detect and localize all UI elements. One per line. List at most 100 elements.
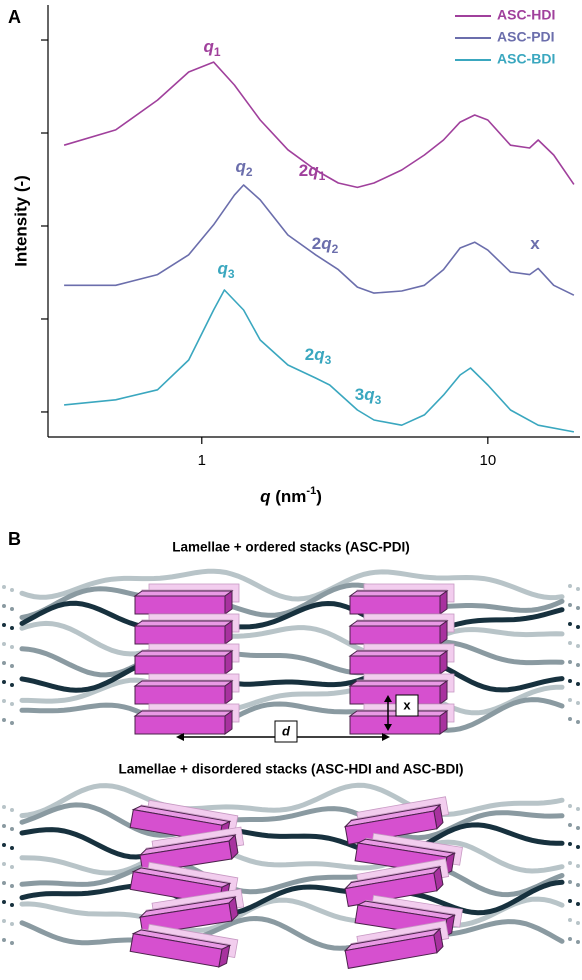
peak-index: 1 bbox=[214, 45, 221, 59]
legend-label: ASC-PDI bbox=[497, 29, 555, 45]
box-front bbox=[349, 715, 441, 735]
box-front bbox=[129, 933, 223, 968]
hard-segment bbox=[129, 861, 239, 906]
box-front bbox=[349, 625, 441, 645]
x-label-symbol: q bbox=[260, 487, 271, 506]
polymer-chain bbox=[19, 782, 565, 819]
box-top bbox=[348, 650, 449, 657]
chain-end bbox=[10, 903, 14, 907]
chain-end bbox=[576, 940, 580, 944]
structure-title: Lamellae + ordered stacks (ASC-PDI) bbox=[172, 540, 409, 555]
x-axis-label: q (nm-1) bbox=[260, 485, 322, 507]
chain-end bbox=[2, 680, 6, 684]
hard-segment bbox=[138, 826, 245, 874]
chain-end bbox=[10, 827, 14, 831]
peak-coef: 3 bbox=[355, 385, 364, 404]
chain-end bbox=[576, 826, 580, 830]
legend-label: ASC-HDI bbox=[497, 7, 555, 23]
chain-end bbox=[576, 701, 580, 705]
peak-symbol: q bbox=[314, 345, 325, 364]
chain-end bbox=[2, 699, 6, 703]
peak-index: 2 bbox=[332, 242, 339, 256]
chain-end bbox=[2, 585, 6, 589]
peak-label: q3 bbox=[217, 259, 234, 281]
x-label-exponent: -1 bbox=[306, 485, 316, 497]
chain-end bbox=[568, 679, 572, 683]
chain-end bbox=[10, 808, 14, 812]
peak-index: 1 bbox=[319, 169, 326, 183]
peak-label: 2q1 bbox=[299, 161, 326, 183]
peak-index: 3 bbox=[325, 353, 332, 367]
peak-symbol: q bbox=[364, 385, 375, 404]
hard-segment bbox=[133, 673, 240, 705]
panel-label: B bbox=[8, 529, 21, 549]
chain-end bbox=[2, 900, 6, 904]
chain-end bbox=[576, 807, 580, 811]
chain-end bbox=[568, 584, 572, 588]
d-spacing: d bbox=[176, 720, 390, 743]
chain-end bbox=[2, 661, 6, 665]
peak-symbol: q bbox=[308, 161, 319, 180]
chain-end bbox=[576, 625, 580, 629]
x-label-unit: (nm bbox=[271, 487, 307, 506]
chain-end bbox=[576, 606, 580, 610]
chain-end bbox=[568, 603, 572, 607]
chain-end bbox=[2, 805, 6, 809]
chain-end bbox=[2, 642, 6, 646]
chain-end bbox=[568, 804, 572, 808]
polymer-chain bbox=[19, 896, 565, 934]
hard-segment bbox=[348, 583, 455, 615]
peak-index: 3 bbox=[375, 393, 382, 407]
chain-end bbox=[10, 884, 14, 888]
chain-end bbox=[10, 865, 14, 869]
d-box bbox=[274, 720, 298, 743]
chain-end bbox=[576, 921, 580, 925]
chart: A Intensity (-) q (nm-1) 1 10 ASC-HDI ASC-P… bbox=[8, 5, 580, 507]
panel-label: A bbox=[8, 7, 21, 27]
chain-end bbox=[568, 842, 572, 846]
chain-end bbox=[10, 922, 14, 926]
chain-end bbox=[568, 717, 572, 721]
legend-label: ASC-BDI bbox=[497, 51, 555, 67]
chain-end bbox=[576, 644, 580, 648]
box-front bbox=[134, 685, 226, 705]
chain-end bbox=[10, 702, 14, 706]
chain-end bbox=[10, 846, 14, 850]
polymer-chain bbox=[19, 697, 565, 735]
box-front bbox=[349, 655, 441, 675]
box-front bbox=[349, 595, 441, 615]
peak-coef: 2 bbox=[299, 161, 308, 180]
peak-label: q2 bbox=[235, 157, 252, 179]
chain-end bbox=[2, 824, 6, 828]
peak-symbol: q bbox=[203, 37, 214, 56]
chain-end bbox=[10, 683, 14, 687]
polymer-chain bbox=[19, 677, 565, 716]
box-front bbox=[349, 685, 441, 705]
chain-end bbox=[2, 604, 6, 608]
d-label: d bbox=[282, 723, 291, 738]
chain-end bbox=[2, 623, 6, 627]
peak-coef: 2 bbox=[305, 345, 314, 364]
polymer-chain bbox=[19, 879, 565, 917]
chain-end bbox=[10, 721, 14, 725]
peak-symbol: q bbox=[321, 234, 332, 253]
hard-segment bbox=[129, 923, 239, 968]
chain-end bbox=[568, 823, 572, 827]
chain-end bbox=[568, 660, 572, 664]
x-label-close: ) bbox=[316, 487, 322, 506]
peak-index: 2 bbox=[246, 165, 253, 179]
peak-coef: 2 bbox=[312, 234, 321, 253]
chain-end bbox=[10, 626, 14, 630]
chain-end bbox=[576, 845, 580, 849]
disordered-structure bbox=[2, 782, 580, 969]
polymer-chain bbox=[19, 859, 565, 898]
box-front bbox=[134, 595, 226, 615]
chain-end bbox=[568, 698, 572, 702]
hard-segment bbox=[348, 613, 455, 645]
peak-label: 2q2 bbox=[312, 234, 339, 256]
chain-end bbox=[2, 881, 6, 885]
box-top bbox=[348, 590, 449, 597]
polymer-chain bbox=[19, 822, 565, 860]
chain-end bbox=[576, 663, 580, 667]
